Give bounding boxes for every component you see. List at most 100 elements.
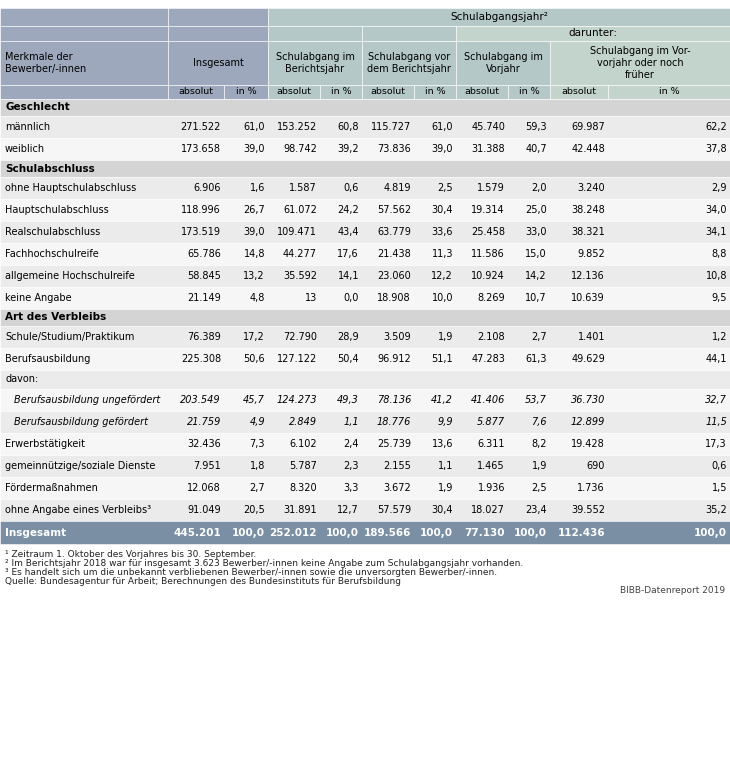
Text: 39,0: 39,0 (244, 144, 265, 154)
Text: 57.579: 57.579 (377, 505, 411, 515)
Bar (0, 521, 730, 544)
Text: 1,6: 1,6 (250, 183, 265, 193)
Text: 271.522: 271.522 (180, 122, 221, 132)
Bar (362, 41, 456, 85)
Text: 124.273: 124.273 (277, 395, 317, 405)
Text: Berufsausbildung: Berufsausbildung (5, 354, 91, 364)
Text: 12.068: 12.068 (188, 483, 221, 493)
Text: 0,0: 0,0 (344, 293, 359, 303)
Text: 62,2: 62,2 (705, 122, 727, 132)
Bar (0, 177, 730, 199)
Bar (320, 85, 362, 99)
Bar (0, 265, 730, 287)
Text: 50,6: 50,6 (243, 354, 265, 364)
Text: 33,6: 33,6 (431, 227, 453, 237)
Bar (0, 221, 730, 243)
Text: Insgesamt: Insgesamt (193, 58, 243, 68)
Bar (0, 309, 730, 326)
Text: 11.586: 11.586 (472, 249, 505, 259)
Text: 14,8: 14,8 (244, 249, 265, 259)
Text: Berufsausbildung ungefördert: Berufsausbildung ungefördert (14, 395, 161, 405)
Text: 225.308: 225.308 (181, 354, 221, 364)
Text: 30,4: 30,4 (431, 505, 453, 515)
Text: 96.912: 96.912 (377, 354, 411, 364)
Text: 118.996: 118.996 (181, 205, 221, 215)
Text: 49,3: 49,3 (337, 395, 359, 405)
Text: Schulabgang im
Berichtsjahr: Schulabgang im Berichtsjahr (275, 53, 355, 74)
Bar (456, 85, 508, 99)
Text: 12,2: 12,2 (431, 271, 453, 281)
Text: Schulabgang im Vor-
vorjahr oder noch
früher: Schulabgang im Vor- vorjahr oder noch fr… (590, 46, 691, 80)
Bar (168, 8, 268, 26)
Text: 44.277: 44.277 (283, 249, 317, 259)
Text: Schule/Studium/Praktikum: Schule/Studium/Praktikum (5, 332, 134, 342)
Text: 1,9: 1,9 (437, 332, 453, 342)
Text: Fachhochschulreife: Fachhochschulreife (5, 249, 99, 259)
Text: 21.438: 21.438 (377, 249, 411, 259)
Text: 39.552: 39.552 (571, 505, 605, 515)
Text: 4,9: 4,9 (250, 417, 265, 427)
Text: Schulabgangsjahr²: Schulabgangsjahr² (450, 12, 548, 22)
Text: 445.201: 445.201 (173, 527, 221, 537)
Text: 2,9: 2,9 (712, 183, 727, 193)
Text: 42.448: 42.448 (572, 144, 605, 154)
Text: absolut: absolut (179, 88, 213, 97)
Text: Geschlecht: Geschlecht (5, 103, 70, 113)
Text: Schulabgang im
Vorjahr: Schulabgang im Vorjahr (464, 53, 542, 74)
Text: 1.579: 1.579 (477, 183, 505, 193)
Text: 12,7: 12,7 (337, 505, 359, 515)
Text: 98.742: 98.742 (283, 144, 317, 154)
Text: 73.836: 73.836 (377, 144, 411, 154)
Text: 4.819: 4.819 (383, 183, 411, 193)
Bar (414, 85, 456, 99)
Text: 10,7: 10,7 (526, 293, 547, 303)
Text: 1.936: 1.936 (477, 483, 505, 493)
Bar (268, 8, 730, 26)
Bar (268, 85, 320, 99)
Text: 25.458: 25.458 (471, 227, 505, 237)
Text: 6.906: 6.906 (193, 183, 221, 193)
Text: Insgesamt: Insgesamt (5, 527, 66, 537)
Text: 0,6: 0,6 (712, 461, 727, 471)
Text: 10.924: 10.924 (472, 271, 505, 281)
Text: 13,2: 13,2 (243, 271, 265, 281)
Text: 17,2: 17,2 (243, 332, 265, 342)
Bar (0, 8, 168, 26)
Text: 36.730: 36.730 (571, 395, 605, 405)
Text: 30,4: 30,4 (431, 205, 453, 215)
Text: 1.736: 1.736 (577, 483, 605, 493)
Text: 5.787: 5.787 (289, 461, 317, 471)
Bar (550, 85, 608, 99)
Text: 31.891: 31.891 (283, 505, 317, 515)
Text: 19.428: 19.428 (572, 439, 605, 449)
Text: 38.321: 38.321 (572, 227, 605, 237)
Text: 1,1: 1,1 (343, 417, 359, 427)
Bar (0, 160, 730, 177)
Text: 33,0: 33,0 (526, 227, 547, 237)
Text: Berufsausbildung gefördert: Berufsausbildung gefördert (14, 417, 148, 427)
Text: 173.658: 173.658 (181, 144, 221, 154)
Text: 37,8: 37,8 (705, 144, 727, 154)
Text: 2,4: 2,4 (344, 439, 359, 449)
Text: 59,3: 59,3 (526, 122, 547, 132)
Text: 24,2: 24,2 (337, 205, 359, 215)
Text: gemeinnützige/soziale Dienste: gemeinnützige/soziale Dienste (5, 461, 155, 471)
Text: 17,3: 17,3 (705, 439, 727, 449)
Text: Quelle: Bundesagentur für Arbeit; Berechnungen des Bundesinstituts für Berufsbil: Quelle: Bundesagentur für Arbeit; Berech… (5, 577, 401, 586)
Text: 690: 690 (587, 461, 605, 471)
Bar (0, 389, 730, 411)
Bar (508, 85, 550, 99)
Text: 17,6: 17,6 (337, 249, 359, 259)
Text: 2,5: 2,5 (437, 183, 453, 193)
Text: 49.629: 49.629 (572, 354, 605, 364)
Text: 18.776: 18.776 (377, 417, 411, 427)
Text: 14,1: 14,1 (337, 271, 359, 281)
Text: 15,0: 15,0 (526, 249, 547, 259)
Bar (168, 26, 268, 41)
Text: Realschulabschluss: Realschulabschluss (5, 227, 100, 237)
Text: 35.592: 35.592 (283, 271, 317, 281)
Bar (168, 85, 224, 99)
Text: 1,9: 1,9 (437, 483, 453, 493)
Text: 7,3: 7,3 (250, 439, 265, 449)
Text: Hauptschulabschluss: Hauptschulabschluss (5, 205, 109, 215)
